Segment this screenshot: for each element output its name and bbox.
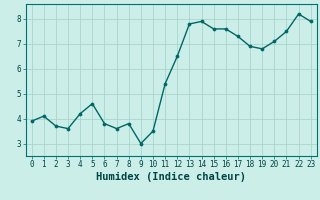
X-axis label: Humidex (Indice chaleur): Humidex (Indice chaleur) <box>96 172 246 182</box>
